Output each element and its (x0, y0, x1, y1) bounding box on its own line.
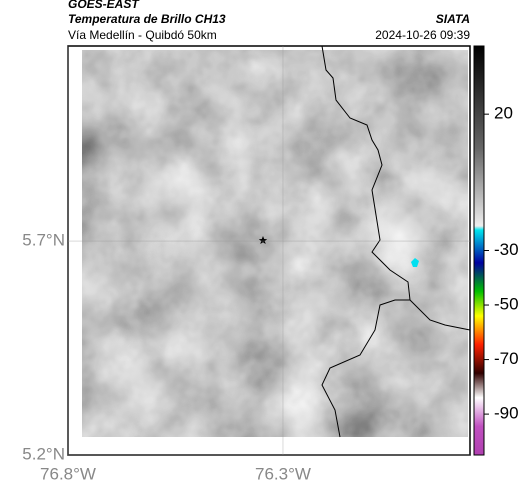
timestamp: 2024-10-26 09:39 (375, 28, 470, 42)
colorbar-tick-label: -30 (494, 240, 519, 259)
bright-cloud (140, 155, 220, 205)
colorbar-tick-label: -50 (494, 295, 519, 314)
colorbar (473, 45, 485, 456)
location-marker (258, 236, 268, 244)
colorbar-tick-label: -90 (494, 404, 519, 423)
bright-cloud (355, 195, 445, 275)
x-tick-label: 76.3°W (255, 464, 311, 483)
subtitle: Temperatura de Brillo CH13 (68, 12, 226, 26)
x-tick-label: 76.8°W (40, 464, 96, 483)
region: Vía Medellín - Quibdó 50km (68, 28, 217, 42)
y-tick-label: 5.2°N (22, 444, 65, 463)
border (321, 299, 410, 438)
colorbar-tick-label: 20 (494, 104, 513, 123)
colorbar-tick-label: -70 (494, 349, 519, 368)
y-tick-label: 5.7°N (22, 231, 65, 250)
agency: SIATA (436, 12, 470, 26)
title: GOES-EAST (68, 0, 140, 11)
cold-cloud (411, 258, 419, 267)
